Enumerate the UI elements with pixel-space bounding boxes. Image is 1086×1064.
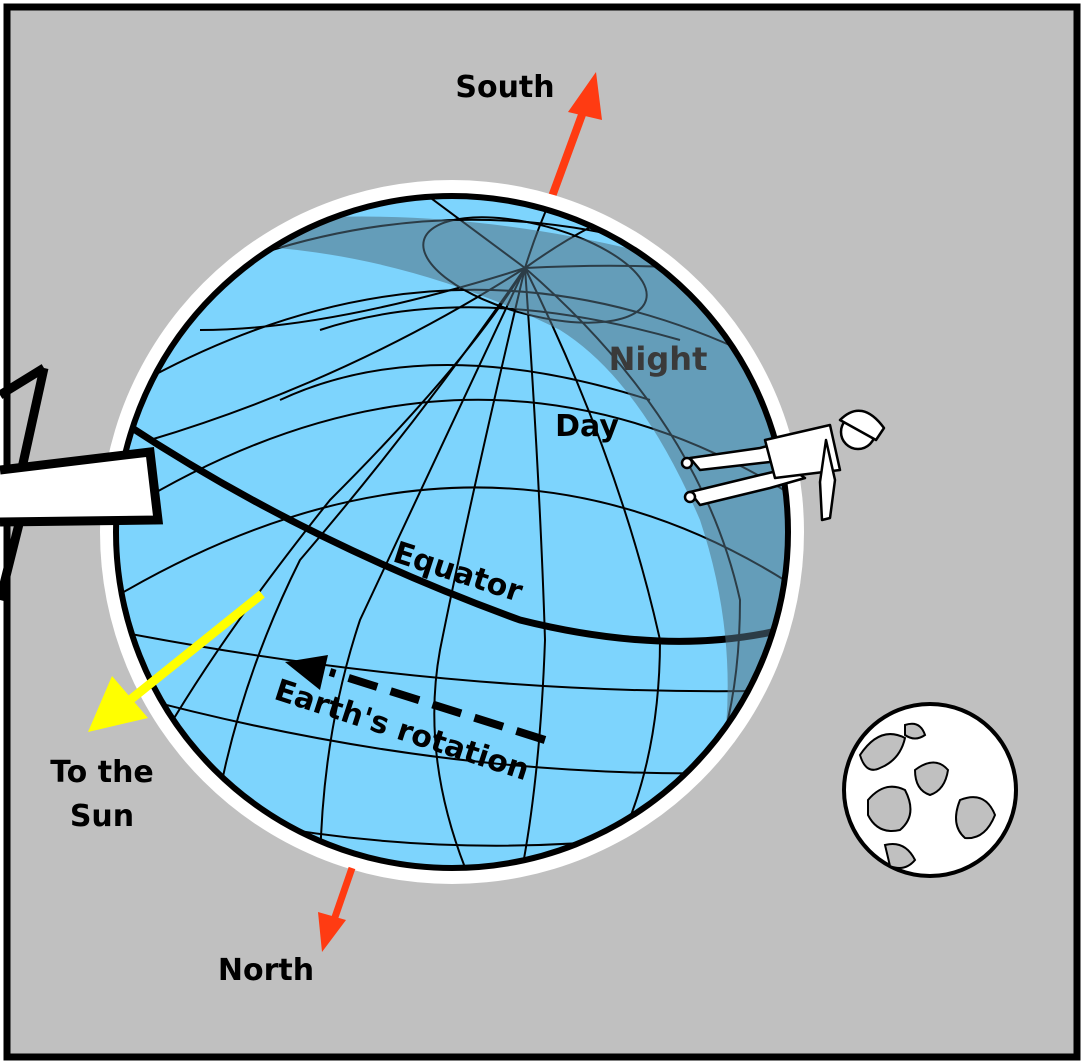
sun-label-line1: To the [50,755,154,790]
north-label: North [218,953,314,988]
night-region [230,216,788,868]
equator-line [118,417,788,645]
night-label: Night [609,340,708,378]
floating-figure-icon [680,409,886,522]
north-axis-arrow [318,866,356,952]
rotation-arrow [285,655,547,744]
south-label: South [455,70,554,105]
sun-label-line2: Sun [70,799,134,834]
earth-globe [116,196,788,868]
telescope-beam-icon [0,364,164,602]
day-label: Day [555,409,619,444]
moon-icon [842,702,1018,878]
globe-outline [113,193,791,871]
sun-direction-arrow [88,590,265,732]
